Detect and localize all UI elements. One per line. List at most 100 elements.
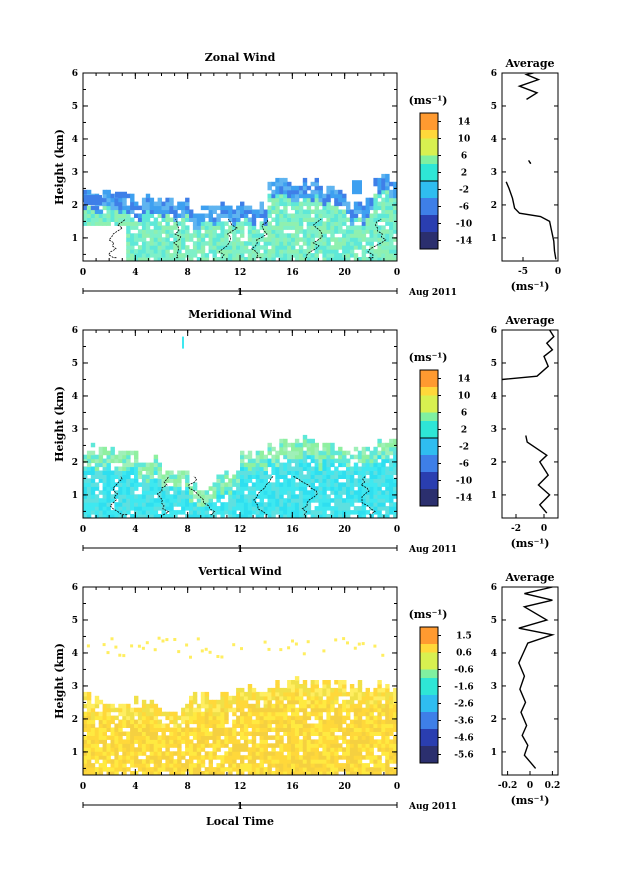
profile-line <box>518 586 556 769</box>
y-tick-label: 4 <box>72 649 78 659</box>
x-tick-label: 12 <box>234 525 247 535</box>
x-tick-label: 12 <box>234 268 247 278</box>
profile-frame <box>501 329 559 519</box>
y-tick-label: 5 <box>72 359 78 369</box>
y-tick-label: 6 <box>72 326 78 336</box>
profile-line-segment <box>501 329 555 381</box>
colorbar-swatch <box>420 181 438 190</box>
colorbar-swatch <box>420 754 438 764</box>
profile-y-tick-label: 6 <box>491 583 497 593</box>
chart-title: Zonal Wind <box>205 51 276 64</box>
y-tick-label: 3 <box>72 682 78 692</box>
colorbar-swatch <box>420 206 438 216</box>
y-tick-label: 3 <box>72 168 78 178</box>
colorbar-swatch <box>420 113 438 122</box>
profile-line <box>525 435 551 514</box>
heatmap-cells <box>83 636 398 776</box>
profile-y-tick-label: 1 <box>491 491 497 501</box>
profile-x-tick-label: -2 <box>511 524 521 534</box>
colorbar-tick-label: -2 <box>459 186 469 196</box>
y-axis-label: Height (km) <box>53 386 66 462</box>
profile-y-tick-label: 3 <box>491 682 497 692</box>
colorbar-swatch <box>420 223 438 233</box>
x-tick-label: 4 <box>132 525 138 535</box>
heatmap-cells <box>83 173 398 262</box>
colorbar-tick-label: -0.6 <box>454 666 473 676</box>
colorbar-tick-label: -14 <box>456 494 472 504</box>
x-tick-label: 8 <box>185 525 191 535</box>
colorbar-tick-label: -4.6 <box>454 734 473 744</box>
profile-y-tick-label: 6 <box>491 326 497 336</box>
colorbar-swatch <box>420 395 438 405</box>
profile-unit: (ms⁻¹) <box>511 280 550 293</box>
y-tick-label: 1 <box>72 748 78 758</box>
y-tick-label: 2 <box>72 715 78 725</box>
x-tick-label: 20 <box>338 782 351 792</box>
profile-y-tick-label: 2 <box>491 458 497 468</box>
profile-line-segment <box>528 160 532 165</box>
colorbar-swatch <box>420 438 438 447</box>
colorbar-swatch <box>420 729 438 738</box>
y-tick-label: 5 <box>72 616 78 626</box>
colorbar-swatch <box>420 746 438 755</box>
colorbar-swatch <box>420 387 438 396</box>
x-tick-label: 16 <box>286 525 299 535</box>
colorbar-swatch <box>420 635 438 645</box>
colorbar-swatch <box>420 421 438 430</box>
y-axis-label: Height (km) <box>53 643 66 719</box>
heatmap-cells <box>83 336 398 519</box>
profile-y-tick-label: 2 <box>491 715 497 725</box>
month-label: Aug 2011 <box>408 545 457 555</box>
profile-y-tick-label: 2 <box>491 201 497 211</box>
colorbar-swatch <box>420 147 438 156</box>
colorbar-tick-label: -1.6 <box>454 683 473 693</box>
x-tick-label: 16 <box>286 782 299 792</box>
profile-y-tick-label: 3 <box>491 168 497 178</box>
colorbar-swatch <box>420 232 438 241</box>
colorbar-frame <box>419 626 439 764</box>
contour-lines <box>109 475 376 516</box>
y-tick-label: 6 <box>72 583 78 593</box>
y-tick-label: 1 <box>72 491 78 501</box>
profile-x-tick-label: 0.2 <box>545 781 561 791</box>
colorbar-swatch <box>420 412 438 422</box>
y-axis-label: Height (km) <box>53 129 66 205</box>
x-tick-label: 0 <box>80 782 86 792</box>
colorbar-swatch <box>420 489 438 498</box>
colorbar-tick-label: 0.6 <box>456 649 472 659</box>
profile-x-tick-label: -5 <box>518 267 528 277</box>
contour-lines <box>108 218 387 259</box>
profile-y-tick-label: 1 <box>491 748 497 758</box>
colorbar-swatch <box>420 130 438 139</box>
colorbar-tick-label: -5.6 <box>454 751 473 761</box>
colorbar-swatch <box>420 720 438 730</box>
profile-y-tick-label: 4 <box>491 135 497 145</box>
month-label: Aug 2011 <box>408 288 457 298</box>
colorbar-tick-label: -10 <box>456 477 472 487</box>
profile-unit: (ms⁻¹) <box>511 794 550 807</box>
colorbar-unit: (ms⁻¹) <box>409 608 448 621</box>
x-tick-label: 0 <box>80 525 86 535</box>
colorbar-swatch <box>420 172 438 182</box>
colorbar-swatch <box>420 652 438 662</box>
profile-x-tick-label: 0 <box>541 524 547 534</box>
colorbar-tick-label: -10 <box>456 220 472 230</box>
profile-y-tick-label: 6 <box>491 69 497 79</box>
profile-y-tick-label: 1 <box>491 234 497 244</box>
profile-y-tick-label: 3 <box>491 425 497 435</box>
colorbar-swatch <box>420 198 438 207</box>
profile-title: Average <box>504 57 554 70</box>
x-axis-label: Local Time <box>206 815 274 828</box>
colorbar-swatch <box>420 678 438 687</box>
colorbar-swatch <box>420 695 438 704</box>
colorbar-tick-label: 1.5 <box>456 632 472 642</box>
colorbar-tick-label: 10 <box>458 135 471 145</box>
colorbar-swatch <box>420 712 438 721</box>
profile-y-tick-label: 5 <box>491 102 497 112</box>
date-label: 1 <box>237 545 243 555</box>
colorbar-tick-label: -3.6 <box>454 717 473 727</box>
x-tick-label: 0 <box>80 268 86 278</box>
colorbar-tick-label: 6 <box>461 152 467 162</box>
